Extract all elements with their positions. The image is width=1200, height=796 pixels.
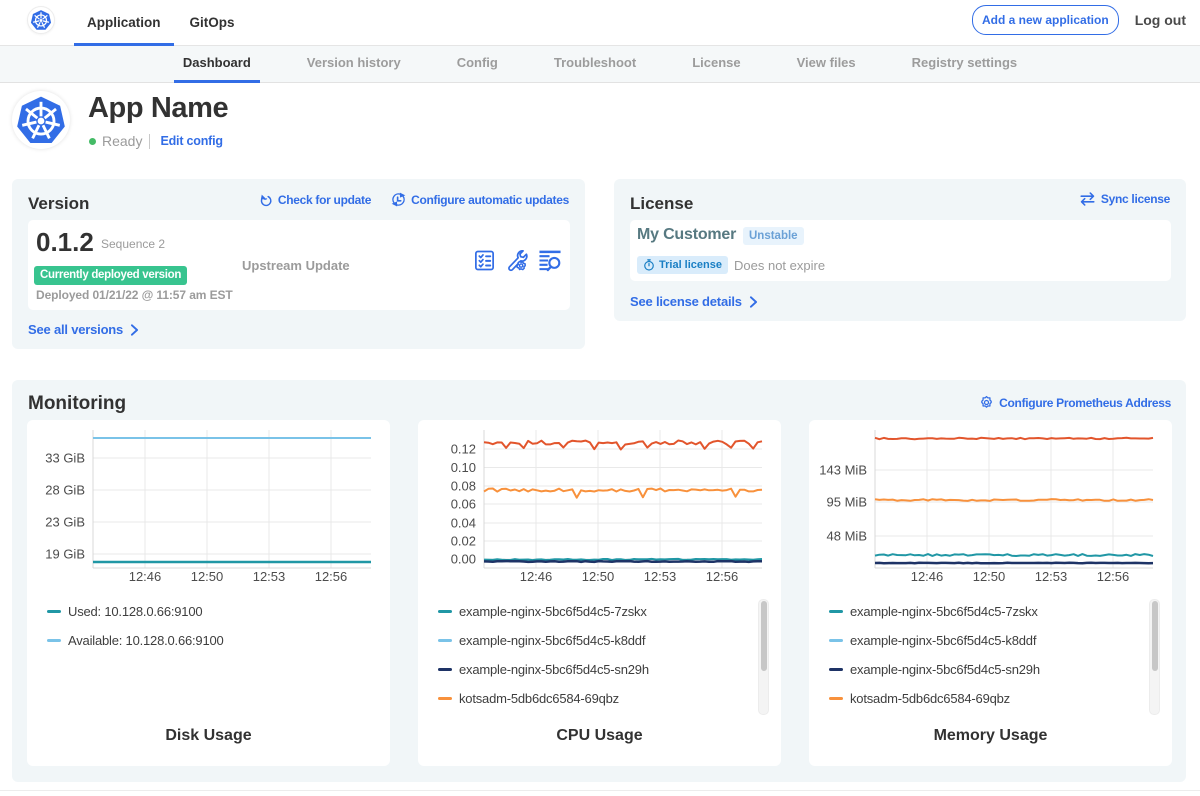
svg-text:12:53: 12:53 <box>253 569 286 584</box>
svg-text:12:46: 12:46 <box>911 569 944 584</box>
svg-text:12:50: 12:50 <box>973 569 1006 584</box>
svg-text:33 GiB: 33 GiB <box>45 451 85 466</box>
svg-text:23 GiB: 23 GiB <box>45 515 85 530</box>
svg-text:0.00: 0.00 <box>451 552 476 567</box>
svg-text:95 MiB: 95 MiB <box>827 495 867 510</box>
svg-text:28 GiB: 28 GiB <box>45 483 85 498</box>
svg-text:0.02: 0.02 <box>451 534 476 549</box>
svg-text:12:46: 12:46 <box>520 569 553 584</box>
svg-text:143 MiB: 143 MiB <box>819 463 867 478</box>
svg-text:12:50: 12:50 <box>582 569 615 584</box>
svg-text:19 GiB: 19 GiB <box>45 547 85 562</box>
svg-text:0.10: 0.10 <box>451 460 476 475</box>
svg-text:12:56: 12:56 <box>1097 569 1130 584</box>
svg-text:12:46: 12:46 <box>129 569 162 584</box>
svg-text:0.06: 0.06 <box>451 497 476 512</box>
svg-text:12:53: 12:53 <box>1035 569 1068 584</box>
svg-text:12:56: 12:56 <box>315 569 348 584</box>
svg-text:0.04: 0.04 <box>451 516 476 531</box>
svg-text:0.08: 0.08 <box>451 479 476 494</box>
svg-text:12:50: 12:50 <box>191 569 224 584</box>
svg-text:0.12: 0.12 <box>451 442 476 457</box>
svg-text:12:56: 12:56 <box>706 569 739 584</box>
svg-text:12:53: 12:53 <box>644 569 677 584</box>
svg-text:48 MiB: 48 MiB <box>827 529 867 544</box>
